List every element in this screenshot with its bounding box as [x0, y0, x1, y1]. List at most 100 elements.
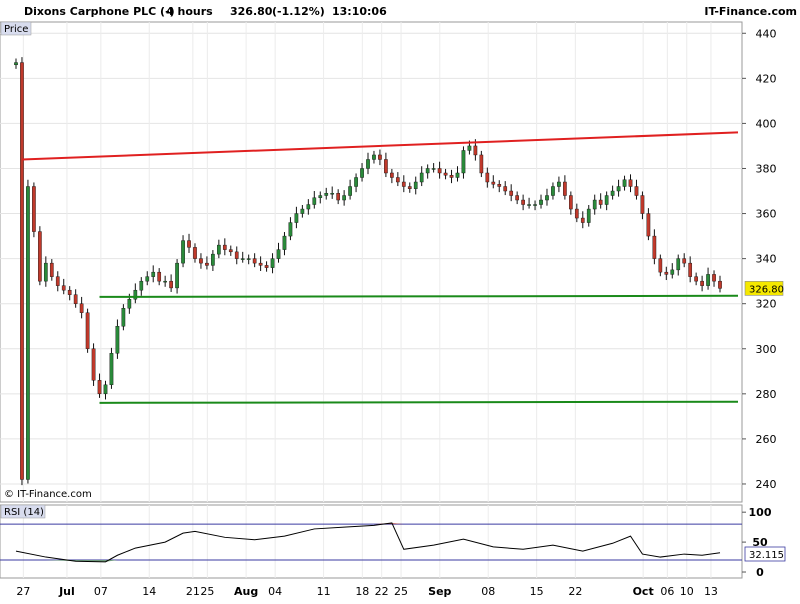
support-trendline[interactable] [99, 294, 739, 298]
rsi-tick-label: 100 [749, 506, 772, 519]
candle-body-up [616, 186, 621, 192]
candle [455, 166, 460, 182]
time-axis-label: 21 [186, 585, 200, 598]
candle [26, 179, 30, 484]
candle [211, 250, 215, 272]
candle [670, 263, 675, 279]
candle [378, 149, 382, 166]
candle-body-down [652, 235, 657, 259]
candle [491, 175, 496, 189]
candle-body-up [586, 208, 591, 223]
candle-body-up [425, 168, 430, 174]
candle [133, 283, 138, 304]
candle-body-up [115, 326, 120, 354]
candle [187, 233, 191, 253]
candle-body-up [163, 280, 167, 283]
time-axis-label: 07 [94, 585, 108, 598]
candle [264, 261, 269, 272]
time-axis-label: 10 [680, 585, 694, 598]
price-tab[interactable] [0, 21, 32, 36]
header-last-price: 326.80 [230, 5, 273, 18]
candle-body-down [38, 231, 42, 282]
candle [199, 253, 203, 269]
candle [181, 235, 185, 268]
candle [294, 206, 299, 229]
candle [324, 187, 329, 200]
rsi-tick-label: 0 [756, 566, 764, 579]
candle [38, 226, 42, 286]
candle-body-up [557, 181, 561, 187]
candle [282, 232, 287, 256]
candle-body-down [658, 258, 663, 273]
candle-body-down [187, 240, 191, 248]
candle [300, 204, 305, 218]
candle-body-up [622, 179, 627, 187]
resistance-trendline[interactable] [21, 131, 739, 161]
support-trendline[interactable] [99, 400, 739, 404]
candle [318, 191, 323, 204]
trendlines-layer[interactable] [21, 131, 739, 404]
candle [270, 253, 275, 274]
candle-body-down [264, 265, 269, 268]
candle-body-up [676, 258, 681, 271]
candle-body-down [20, 62, 24, 480]
candle [485, 167, 490, 188]
candle-body-down [443, 172, 448, 176]
candle-body-down [79, 303, 84, 313]
candle-body-up [413, 181, 418, 189]
candle-body-up [109, 353, 114, 386]
candle-body-up [527, 204, 531, 206]
candle [390, 168, 394, 184]
candle [694, 272, 698, 286]
price-tick-label: 400 [756, 117, 777, 130]
time-axis-label: Jul [58, 585, 75, 598]
candle [20, 57, 24, 486]
price-panel [0, 21, 743, 503]
candle [664, 266, 669, 281]
time-axis-label: 13 [704, 585, 718, 598]
candle-body-down [574, 208, 579, 219]
candle [240, 251, 245, 263]
candle-body-down [580, 217, 585, 223]
candle [217, 239, 221, 259]
candle [461, 146, 466, 179]
header-interval: 4 hours [166, 5, 213, 18]
candle [306, 199, 311, 215]
candle [640, 191, 645, 220]
candle-body-up [43, 262, 48, 282]
header-time: 13:10:06 [332, 5, 387, 18]
rsi-tab[interactable] [0, 504, 46, 519]
candle-body-down [569, 195, 573, 210]
candle [246, 254, 251, 265]
time-axis-label: 11 [317, 585, 331, 598]
candle-body-up [300, 208, 305, 214]
price-tick-label: 260 [756, 433, 777, 446]
candle-body-up [211, 253, 215, 266]
candle-body-up [348, 186, 352, 196]
candle-body-down [73, 294, 78, 304]
candle-body-up [318, 195, 323, 198]
candle-body-up [181, 240, 185, 264]
candle [557, 176, 561, 193]
candle-body-up [354, 177, 358, 187]
candle-body-down [222, 244, 227, 250]
copyright-text: © IT-Finance.com [4, 489, 92, 500]
candle-body-down [395, 177, 400, 183]
candle-body-down [485, 172, 490, 183]
candle [539, 194, 543, 209]
candle-body-up [455, 172, 460, 178]
candle [419, 166, 424, 187]
candle [354, 173, 358, 193]
candle-body-down [32, 186, 36, 232]
last-price-tag [744, 281, 784, 296]
candle-body-up [276, 249, 281, 259]
candle [228, 245, 233, 256]
candle [437, 161, 442, 179]
candle-body-down [205, 262, 209, 266]
candle-body-down [473, 145, 478, 156]
candle [366, 152, 370, 175]
candle-body-up [294, 213, 299, 223]
candle-body-up [604, 195, 609, 205]
candle-body-down [479, 154, 484, 174]
